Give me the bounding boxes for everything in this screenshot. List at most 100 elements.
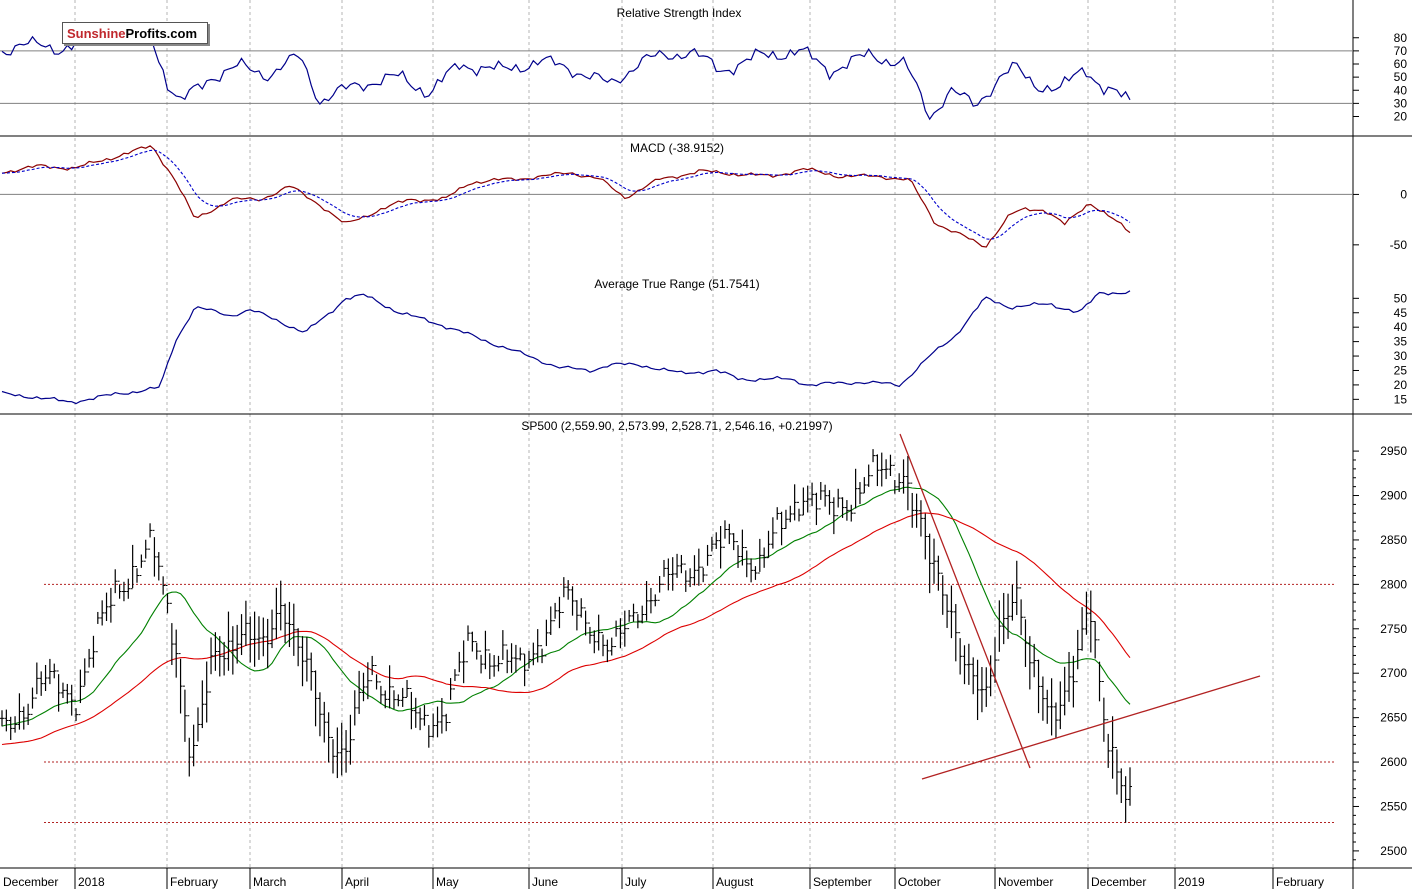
price-bar: [1010, 584, 1015, 621]
price-bar: [69, 684, 74, 716]
y-tick-label: 2500: [1380, 844, 1407, 858]
price-bar: [958, 632, 963, 675]
price-bar: [370, 655, 375, 682]
level-lines: [0, 50, 1353, 823]
price-bar: [17, 693, 22, 730]
price-bar: [161, 565, 166, 595]
price-bar: [1110, 716, 1115, 779]
price-bar: [1106, 719, 1111, 768]
atr-line: [1, 290, 1131, 405]
price-bar: [688, 568, 693, 588]
price-bar: [52, 663, 57, 679]
y-tick-label: 2550: [1380, 799, 1407, 813]
price-bar: [644, 581, 649, 621]
price-bar: [901, 459, 906, 494]
price-bar: [1101, 681, 1106, 742]
price-bar: [975, 659, 980, 721]
rsi-title: Relative Strength Index: [617, 6, 742, 20]
price-bar: [326, 712, 331, 763]
price-bar: [897, 473, 902, 492]
price-bar: [413, 697, 418, 728]
price-bar: [1088, 590, 1093, 653]
price-bar: [309, 652, 314, 691]
y-tick-label: 25: [1394, 363, 1408, 377]
price-bar: [148, 523, 153, 550]
price-bar: [444, 713, 449, 732]
price-bar: [195, 707, 200, 746]
price-bar: [753, 566, 758, 580]
price-bar: [526, 650, 531, 671]
price-bar: [383, 690, 388, 709]
axis-labels: December 2018 February March April May June Jul…: [3, 31, 1407, 889]
price-bar: [470, 631, 475, 652]
price-bar: [605, 639, 610, 663]
price-bar: [335, 727, 340, 779]
logo-part1: Sunshine: [67, 26, 126, 41]
y-tick-label: 30: [1394, 96, 1408, 110]
price-bar: [749, 558, 754, 583]
price-bar: [130, 544, 135, 590]
price-bar: [736, 541, 741, 568]
price-bar: [104, 592, 109, 622]
price-bar: [261, 617, 266, 657]
price-bar: [500, 630, 505, 665]
month-label: September: [813, 875, 872, 889]
price-bar: [1006, 593, 1011, 639]
price-bar: [666, 558, 671, 591]
price-bar: [757, 538, 762, 574]
price-bar: [587, 622, 592, 644]
price-bar: [209, 637, 214, 693]
price-bar: [827, 490, 832, 515]
price-bar: [56, 670, 61, 712]
price-bar: [213, 632, 218, 671]
month-label: March: [253, 875, 286, 889]
price-bar: [165, 584, 170, 614]
price-bar: [836, 488, 841, 517]
price-bar: [0, 710, 4, 727]
price-bar: [34, 662, 39, 699]
price-bar: [187, 715, 192, 777]
price-bar: [226, 611, 231, 671]
month-label: August: [716, 875, 754, 889]
price-bar: [853, 468, 858, 514]
price-bar: [400, 687, 405, 707]
price-bar: [609, 637, 614, 656]
price-bar: [814, 492, 819, 526]
price-bar: [265, 618, 270, 669]
price-bar: [661, 559, 666, 585]
price-bar: [4, 709, 9, 732]
y-tick-label: 60: [1394, 57, 1408, 71]
support-trend-line: [921, 675, 1261, 780]
y-tick-label: 20: [1394, 110, 1408, 124]
price-bar: [47, 658, 52, 685]
month-label: December: [1091, 875, 1146, 889]
macd-title: MACD (-38.9152): [630, 141, 724, 155]
macd-signal-line: [1, 149, 1131, 240]
y-tick-label: 40: [1394, 83, 1408, 97]
price-bar: [936, 555, 941, 591]
price-bar: [614, 620, 619, 648]
price-bar: [513, 644, 518, 673]
atr-title: Average True Range (51.7541): [594, 277, 759, 291]
macd-line: [1, 145, 1131, 248]
month-label: July: [625, 875, 646, 889]
price-bar: [431, 713, 436, 738]
y-tick-label: 35: [1394, 335, 1408, 349]
price-bar: [466, 625, 471, 663]
price-bar: [1014, 560, 1019, 616]
month-label: October: [898, 875, 941, 889]
price-bar: [374, 664, 379, 690]
price-bar: [1019, 587, 1024, 636]
price-bar: [222, 641, 227, 676]
price-bar: [997, 600, 1002, 661]
price-bar: [39, 671, 44, 696]
price-bar: [448, 677, 453, 724]
price-bar: [984, 667, 989, 707]
price-bar: [862, 477, 867, 494]
price-bar: [8, 716, 13, 740]
price-bar: [627, 609, 632, 630]
price-bar: [483, 630, 488, 670]
price-bar: [357, 670, 362, 714]
price-bar: [653, 594, 658, 607]
